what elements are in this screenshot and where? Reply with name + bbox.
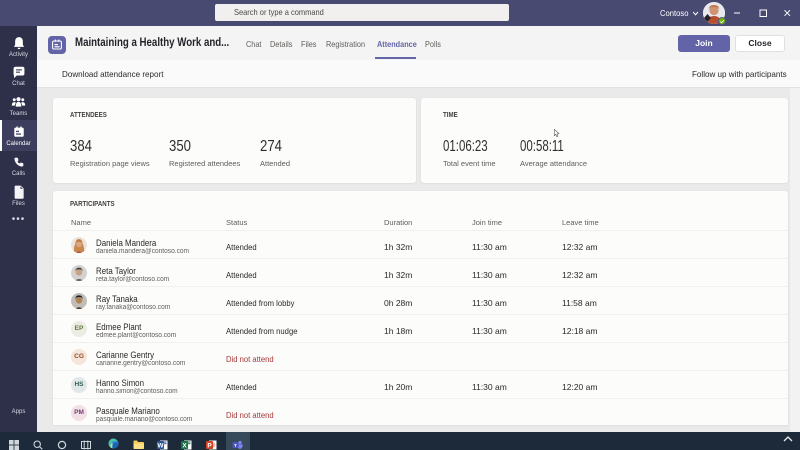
svg-text:P: P [207, 442, 212, 449]
svg-text:X: X [182, 442, 187, 449]
svg-text:T: T [234, 443, 237, 449]
svg-text:W: W [157, 442, 164, 449]
